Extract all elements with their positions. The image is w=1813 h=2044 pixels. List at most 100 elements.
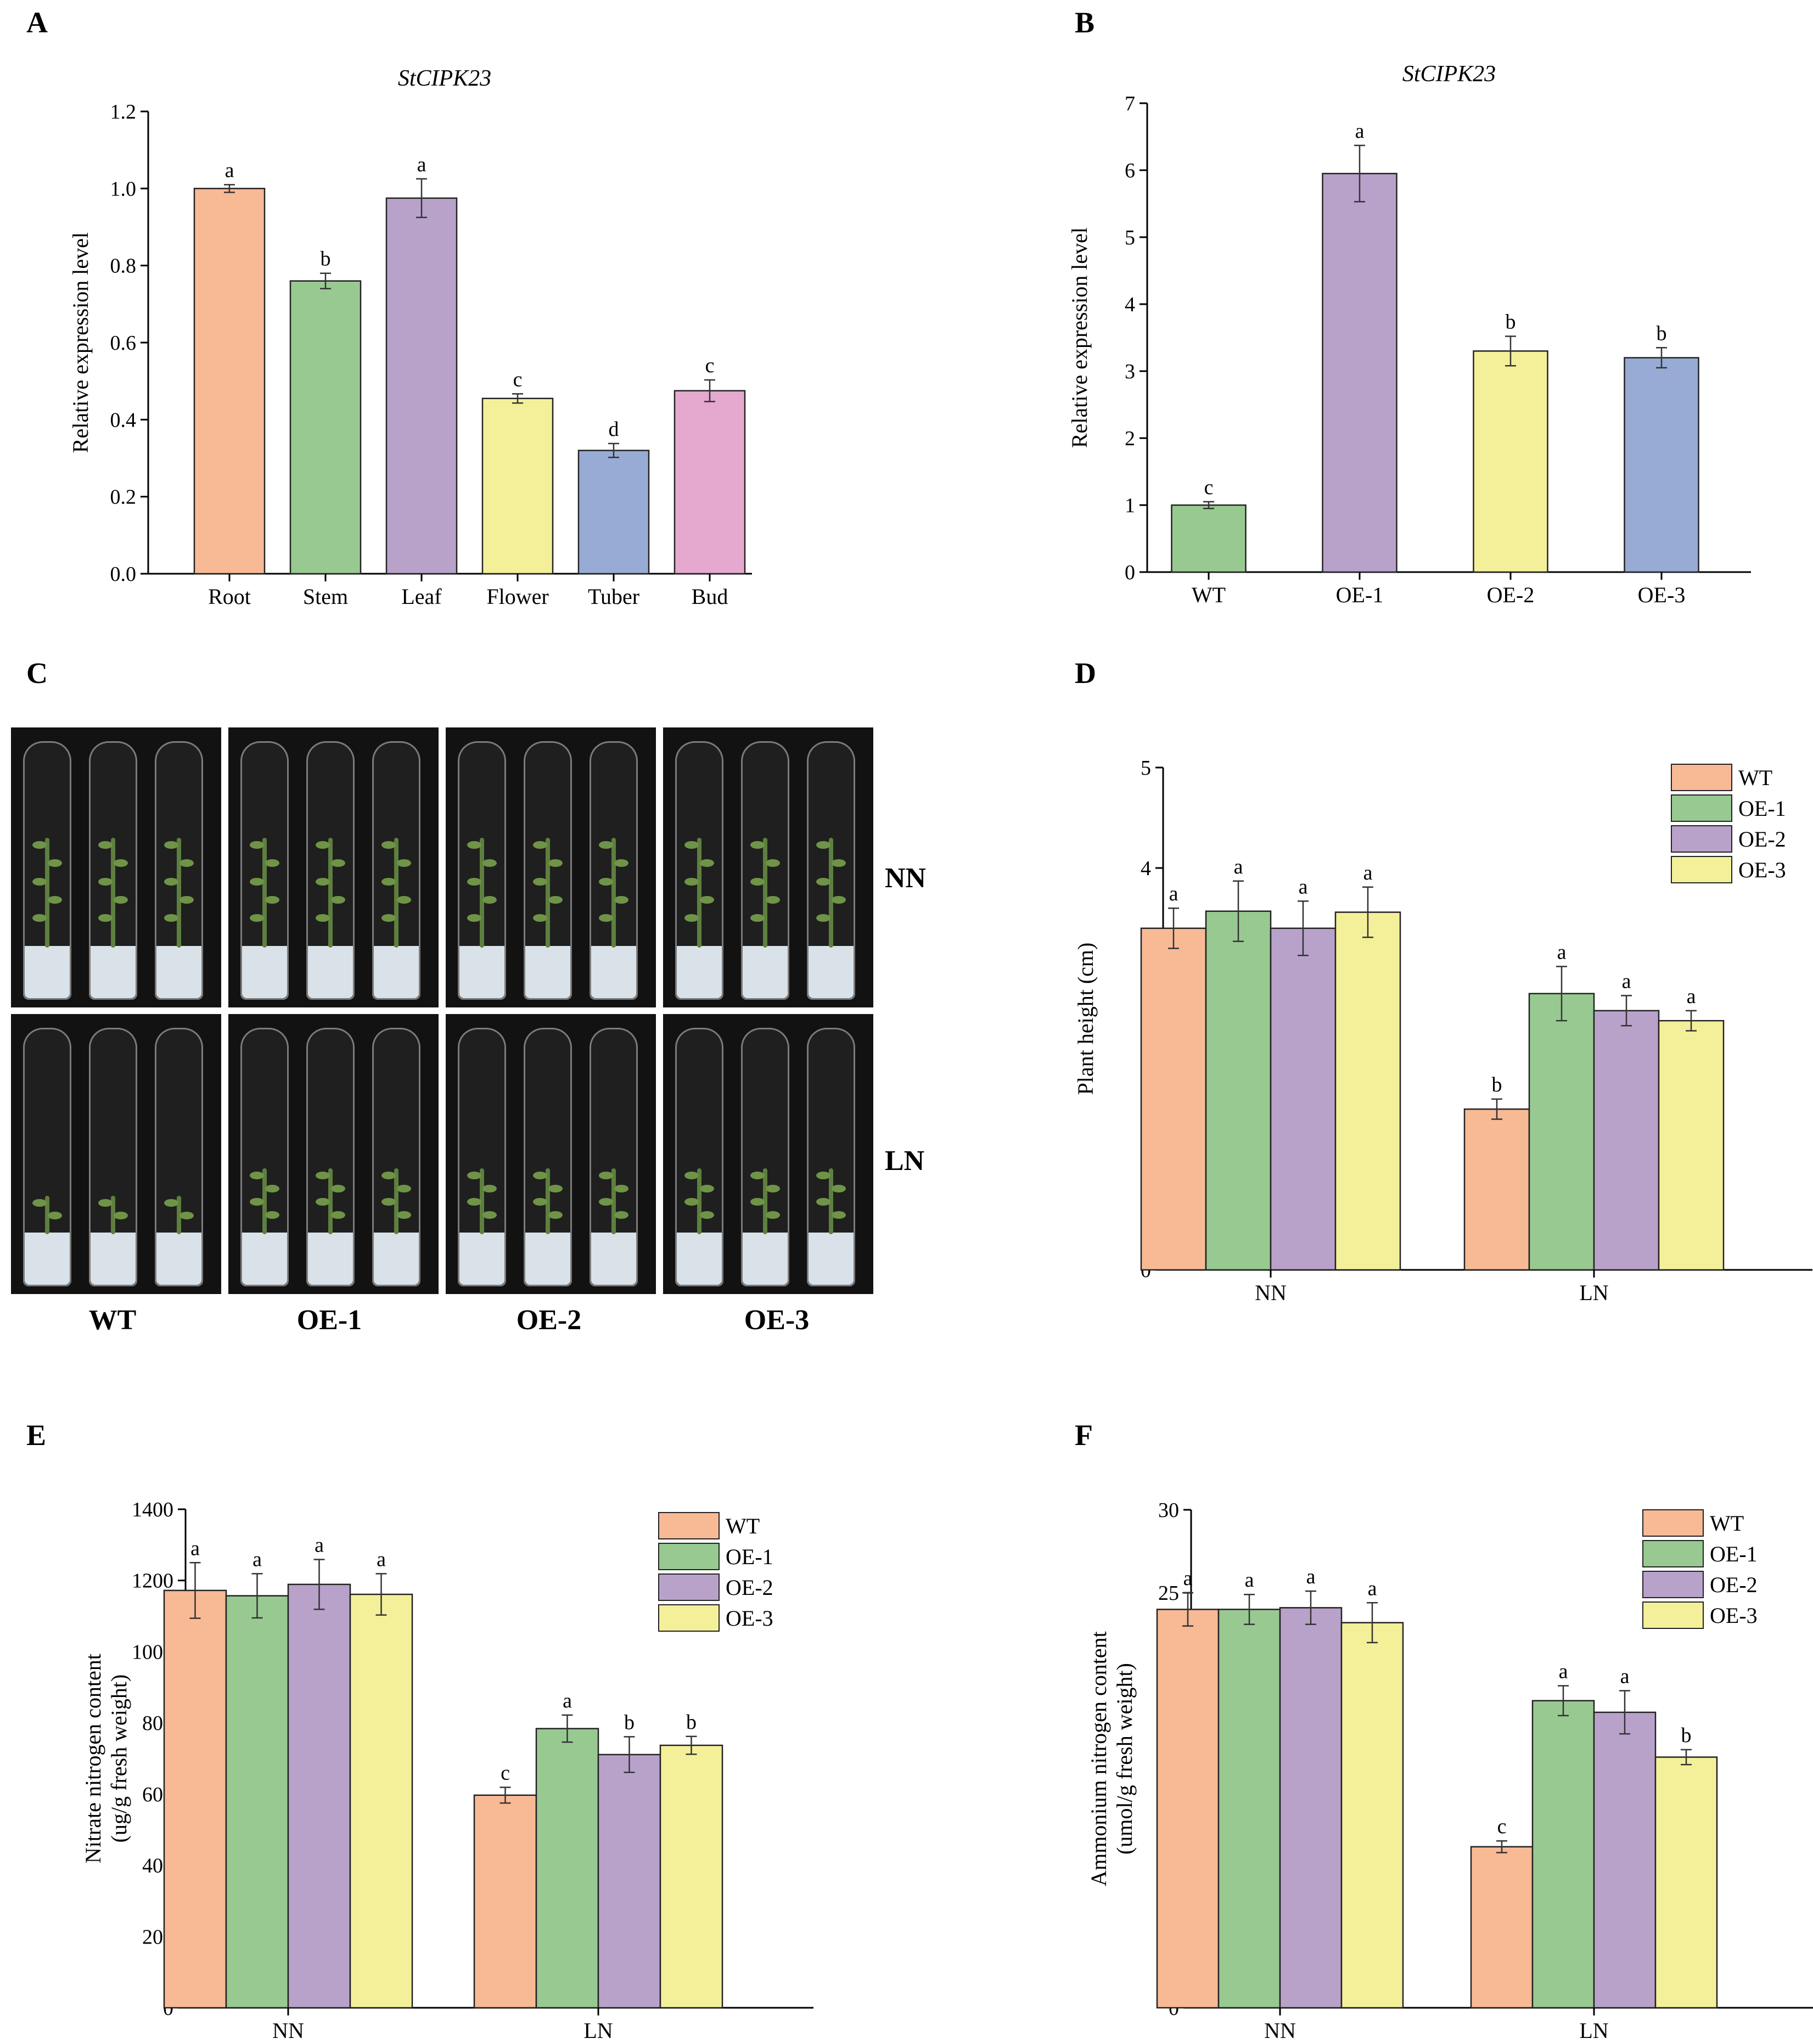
significance-letter-e-ln-oe-3: b: [686, 1711, 697, 1734]
significance-letter-a-bud: c: [705, 354, 715, 377]
chart-b: 0 1 2 3 4 5 6 7 StCIPK23 Relative expression leve…: [1070, 61, 1751, 607]
plantlet-leaf: [164, 914, 178, 922]
test-tube: [741, 1028, 789, 1286]
plantlet-stem: [480, 838, 484, 948]
significance-letter-f-ln-oe-3: b: [1681, 1724, 1692, 1747]
plantlet-leaf: [832, 1211, 846, 1219]
plantlet-leaf: [700, 1185, 714, 1192]
agar-medium: [743, 946, 788, 998]
legend-label-d-oe-3: OE-3: [1738, 858, 1786, 882]
plantlet-leaf: [766, 1185, 780, 1192]
panel-label-d: D: [1075, 657, 1096, 690]
plantlet-leaf: [250, 1198, 264, 1206]
legend-label-f-wt: WT: [1710, 1511, 1744, 1536]
y-tick-label-d: 5: [1141, 757, 1151, 780]
plantlet-leaf: [700, 896, 714, 904]
plantlet-stem: [546, 1168, 550, 1234]
plantlet-leaf: [816, 877, 830, 886]
x-tick-label-a: Leaf: [401, 584, 442, 609]
plantlet-leaf: [548, 859, 563, 867]
y-tick-label-b: 2: [1125, 427, 1135, 450]
legend-swatch-f-oe-2: [1642, 1571, 1704, 1598]
chart-title-a: StCIPK23: [398, 66, 491, 91]
bar-d-ln-oe-3: [1658, 1020, 1725, 1271]
x-tick-label-a: Stem: [303, 584, 348, 609]
significance-letter-d-ln-wt: b: [1492, 1073, 1502, 1096]
plantlet-leaf: [684, 841, 699, 849]
bar-b-wt: [1171, 504, 1247, 573]
plantlet-leaf: [700, 1211, 714, 1219]
bar-d-nn-oe-2: [1270, 927, 1337, 1271]
plantlet-leaf: [114, 1212, 128, 1220]
x-tick-label-f: LN: [1579, 2018, 1608, 2043]
agar-medium: [25, 946, 70, 998]
y-axis-label-units-f: (umol/g fresh weight): [1112, 1663, 1137, 1855]
significance-letter-f-ln-oe-2: a: [1620, 1665, 1630, 1688]
test-tube: [675, 741, 723, 1000]
significance-letter-e-ln-oe-1: a: [563, 1689, 572, 1712]
plantlet-leaf: [397, 1211, 411, 1219]
legend-swatch-d-oe-2: [1671, 825, 1732, 853]
y-tick-label-b: 5: [1125, 226, 1135, 249]
photo-cell: [228, 1014, 439, 1294]
plantlet-leaf: [32, 914, 47, 922]
y-tick-label-b: 7: [1125, 92, 1135, 115]
photo-cell: [446, 727, 656, 1007]
panel-label-f: F: [1075, 1419, 1093, 1452]
plantlet-leaf: [32, 1199, 47, 1207]
plantlet-stem: [262, 838, 267, 948]
bar-f-ln-wt: [1470, 1846, 1534, 2009]
y-tick-label-a: 0.4: [110, 408, 137, 432]
significance-letter-a-root: a: [225, 159, 234, 182]
plantlet-leaf: [816, 841, 830, 849]
plantlet-leaf: [467, 877, 481, 886]
bar-f-ln-oe-3: [1654, 1756, 1718, 2009]
x-tick-label-b: OE-1: [1336, 583, 1384, 607]
legend-label-f-oe-2: OE-2: [1710, 1572, 1758, 1597]
plantlet-leaf: [98, 841, 113, 849]
agar-medium: [591, 1233, 636, 1285]
plantlet-leaf: [750, 841, 765, 849]
plantlet-leaf: [467, 841, 481, 849]
plantlet-leaf: [533, 1172, 547, 1179]
plantlet-stem: [829, 838, 833, 948]
test-tube: [89, 741, 137, 1000]
plantlet-leaf: [816, 1172, 830, 1179]
bar-f-nn-oe-2: [1279, 1607, 1343, 2009]
bar-a-tuber: [577, 450, 650, 575]
legend-swatch-e-oe-2: [658, 1573, 720, 1601]
y-tick-label-a: 0.0: [110, 563, 137, 586]
plantlet-leaf: [381, 1172, 396, 1179]
plantlet-stem: [177, 1196, 181, 1234]
plantlet-leaf: [98, 1199, 113, 1207]
plantlet-stem: [177, 838, 181, 948]
panel-label-a: A: [26, 6, 48, 39]
chart-title-b: StCIPK23: [1402, 61, 1496, 87]
plantlet-leaf: [548, 896, 563, 904]
plantlet-leaf: [614, 1185, 628, 1192]
plantlet-leaf: [381, 914, 396, 922]
legend-swatch-f-oe-3: [1642, 1601, 1704, 1629]
bar-e-nn-oe-3: [349, 1593, 413, 2009]
significance-letter-f-nn-oe-1: a: [1245, 1569, 1254, 1592]
plantlet-leaf: [614, 896, 628, 904]
plantlet-stem: [697, 1168, 701, 1234]
significance-letter-e-ln-wt: c: [501, 1762, 510, 1785]
photo-cell: [11, 1014, 221, 1294]
y-tick-label-b: 4: [1125, 293, 1135, 316]
plantlet-leaf: [766, 859, 780, 867]
plantlet-stem: [480, 1168, 484, 1234]
test-tube: [23, 1028, 71, 1286]
plantlet-leaf: [614, 859, 628, 867]
significance-letter-d-nn-wt: a: [1169, 882, 1178, 905]
bar-f-ln-oe-2: [1593, 1711, 1657, 2009]
significance-letter-f-ln-oe-1: a: [1559, 1660, 1568, 1683]
bar-a-root: [193, 188, 266, 575]
plantlet-stem: [328, 1168, 333, 1234]
plantlet-leaf: [250, 877, 264, 886]
plantlet-leaf: [164, 1199, 178, 1207]
plantlet-leaf: [397, 896, 411, 904]
significance-letter-f-nn-oe-3: a: [1368, 1577, 1377, 1600]
photo-row-label-ln: LN: [885, 1145, 925, 1177]
y-axis-label-e: Nitrate nitrogen content: [81, 1654, 105, 1863]
